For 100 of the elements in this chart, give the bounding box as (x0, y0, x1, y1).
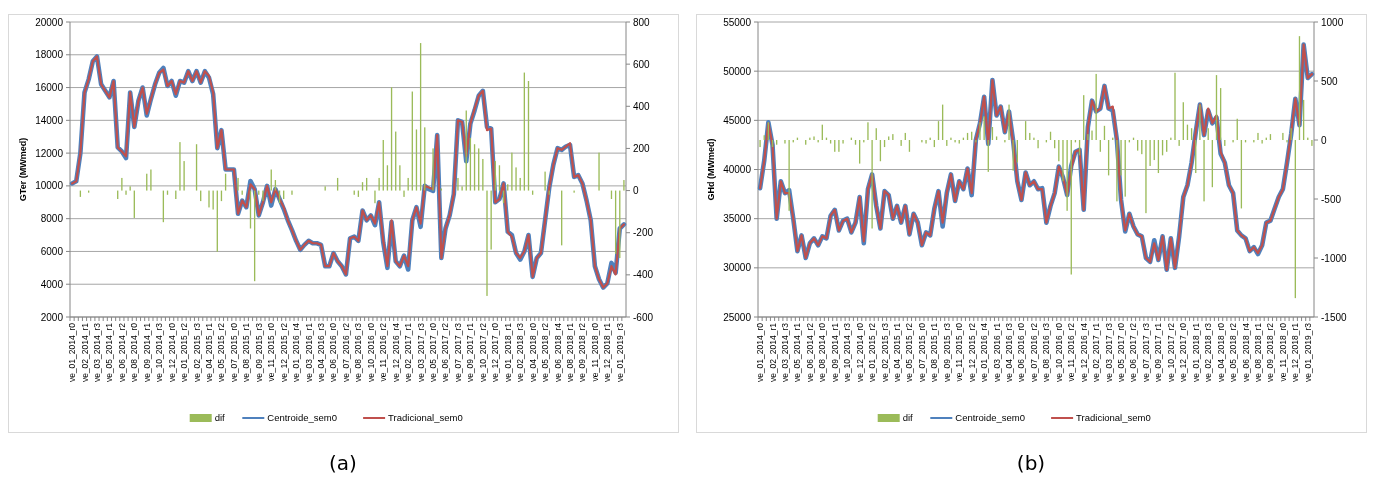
x-tick-label: ve_12_2014_r0 (854, 322, 865, 383)
y-axis-title: GHd (MWmed) (706, 138, 716, 201)
x-tick-label: ve_07_2017_r3 (1140, 322, 1151, 383)
x-tick-label: ve_02_2015_r3 (191, 322, 202, 383)
x-tick-label: ve_09_2014_r1 (829, 322, 840, 383)
x-tick-label: ve_12_2018_r1 (602, 322, 613, 383)
x-tick-label: ve_09_2018_r2 (577, 322, 588, 383)
x-tick-label: ve_01_2018_r1 (1190, 322, 1201, 383)
x-tick-label: ve_01_2016_r4 (979, 322, 990, 383)
x-tick-label: ve_08_2018_r1 (1252, 322, 1263, 383)
x-tick-label: ve_05_2015_r2 (904, 322, 915, 383)
x-tick-label: ve_06_2016_r0 (328, 322, 339, 383)
text: (b) (1016, 451, 1046, 475)
x-tick-label: ve_10_2014_r3 (154, 322, 165, 383)
y2-tick-label: 800 (633, 16, 651, 28)
x-tick-label: ve_04_2015_r1 (203, 322, 214, 383)
x-tick-label: ve_10_2014_r3 (842, 322, 853, 383)
x-tick-label: ve_01_2014_r0 (755, 322, 766, 383)
x-tick-label: ve_08_2016_r3 (1041, 322, 1052, 383)
x-tick-label: ve_05_2018_r2 (1228, 322, 1239, 383)
y2-tick-label: -400 (633, 269, 654, 281)
y-tick-label: 45000 (723, 114, 752, 126)
x-tick-label: ve_03_2016_r1 (991, 322, 1002, 383)
x-tick-label: ve_05_2017_r0 (428, 322, 439, 383)
x-tick-label: ve_11_2016_r2 (378, 322, 389, 382)
x-tick-label: ve_05_2014_r1 (792, 322, 803, 383)
y2-tick-label: -600 (633, 311, 654, 323)
x-tick-label: ve_09_2018_r2 (1265, 322, 1276, 383)
x-tick-label: ve_04_2018_r0 (1215, 322, 1226, 383)
x-tick-label: ve_10_2016_r0 (1053, 322, 1064, 383)
x-tick-label: ve_02_2018_r3 (1203, 322, 1214, 383)
y2-tick-label: 500 (1321, 75, 1339, 87)
x-tick-label: ve_12_2014_r0 (166, 322, 177, 383)
y-tick-label: 30000 (723, 262, 752, 274)
x-tick-label: ve_03_2017_r3 (1103, 322, 1114, 383)
x-tick-label: ve_04_2016_r3 (316, 322, 326, 383)
x-tick-label: ve_12_2016_r4 (1078, 322, 1089, 383)
x-tick-label: ve_05_2014_r1 (104, 322, 115, 383)
y-tick-label: 6000 (40, 245, 64, 257)
x-tick-label: ve_01_2015_r2 (179, 322, 190, 383)
x-tick-label: ve_04_2016_r3 (1004, 322, 1014, 383)
x-tick-label: ve_03_2017_r3 (415, 322, 426, 383)
x-tick-label: ve_12_2017_r0 (1178, 322, 1189, 383)
y-tick-label: 4000 (40, 278, 64, 290)
x-tick-label: ve_11_2018_r0 (1277, 322, 1288, 382)
x-tick-label: ve_05_2015_r2 (216, 322, 227, 383)
x-tick-label: ve_11_2016_r2 (1066, 322, 1077, 382)
x-tick-label: ve_02_2017_r1 (1091, 322, 1102, 383)
x-tick-label: ve_03_2014_r3 (91, 322, 102, 383)
x-tick-label: ve_04_2018_r0 (527, 322, 538, 383)
x-tick-label: ve_06_2014_r2 (116, 322, 127, 383)
x-tick-label: ve_11_2015_r0 (266, 322, 277, 382)
x-tick-label: ve_10_2017_r2 (477, 322, 488, 383)
x-tick-label: ve_01_2019_r3 (614, 322, 625, 383)
y2-tick-label: 400 (633, 100, 651, 112)
x-tick-label: ve_07_2016_r2 (1028, 322, 1039, 383)
legend-label: Centroide_sem0 (955, 412, 1026, 424)
legend-label: Tradicional_sem0 (1076, 412, 1151, 424)
y-tick-label: 12000 (35, 147, 64, 159)
y-tick-label: 20000 (35, 16, 64, 28)
x-tick-label: ve_09_2015_r3 (253, 322, 264, 383)
x-tick-label: ve_02_2015_r3 (879, 322, 890, 383)
x-tick-label: ve_06_2017_r2 (1128, 322, 1139, 383)
x-tick-label: ve_06_2018_r4 (1240, 322, 1251, 383)
legend-label: dif (214, 412, 226, 424)
y-tick-label: 2000 (40, 311, 64, 323)
y2-tick-label: -1000 (1321, 252, 1348, 264)
y2-tick-label: 200 (633, 142, 651, 154)
x-tick-label: ve_06_2016_r0 (1016, 322, 1027, 383)
x-tick-label: ve_05_2018_r2 (540, 322, 551, 383)
x-tick-label: ve_03_2016_r1 (303, 322, 314, 383)
x-tick-label: ve_07_2017_r3 (452, 322, 463, 383)
y-tick-label: 8000 (40, 213, 64, 225)
x-tick-label: ve_07_2015_r0 (228, 322, 239, 383)
x-tick-label: ve_07_2015_r0 (916, 322, 927, 383)
y-tick-label: 40000 (723, 164, 752, 175)
legend-label: Centroide_sem0 (267, 412, 338, 424)
x-tick-label: ve_08_2015_r1 (241, 322, 252, 383)
y2-tick-label: 0 (633, 185, 639, 197)
y-tick-label: 10000 (35, 180, 64, 192)
y2-tick-label: 0 (1321, 134, 1327, 146)
legend-label: Tradicional_sem0 (388, 412, 463, 424)
x-tick-label: ve_04_2015_r1 (891, 322, 902, 383)
x-tick-label: ve_02_2014_r1 (767, 322, 778, 383)
x-tick-label: ve_08_2014_r0 (129, 322, 140, 383)
x-tick-label: ve_09_2017_r1 (1153, 322, 1164, 383)
x-tick-label: ve_08_2018_r1 (564, 322, 575, 383)
x-tick-label: ve_09_2017_r1 (465, 322, 476, 383)
y-tick-label: 14000 (35, 114, 64, 126)
x-tick-label: ve_07_2016_r2 (340, 322, 351, 383)
y-tick-label: 55000 (723, 16, 752, 28)
y-tick-label: 50000 (723, 65, 752, 77)
x-tick-label: ve_03_2014_r3 (779, 322, 790, 383)
x-tick-label: ve_06_2018_r4 (552, 322, 563, 383)
x-tick-label: ve_08_2016_r3 (353, 322, 364, 383)
y2-tick-label: -200 (633, 227, 654, 239)
y-tick-label: 35000 (723, 213, 752, 225)
text: (a) (329, 451, 357, 475)
y-axis-title: GTer (MWmed) (18, 137, 28, 202)
x-tick-label: ve_06_2017_r2 (440, 322, 451, 383)
